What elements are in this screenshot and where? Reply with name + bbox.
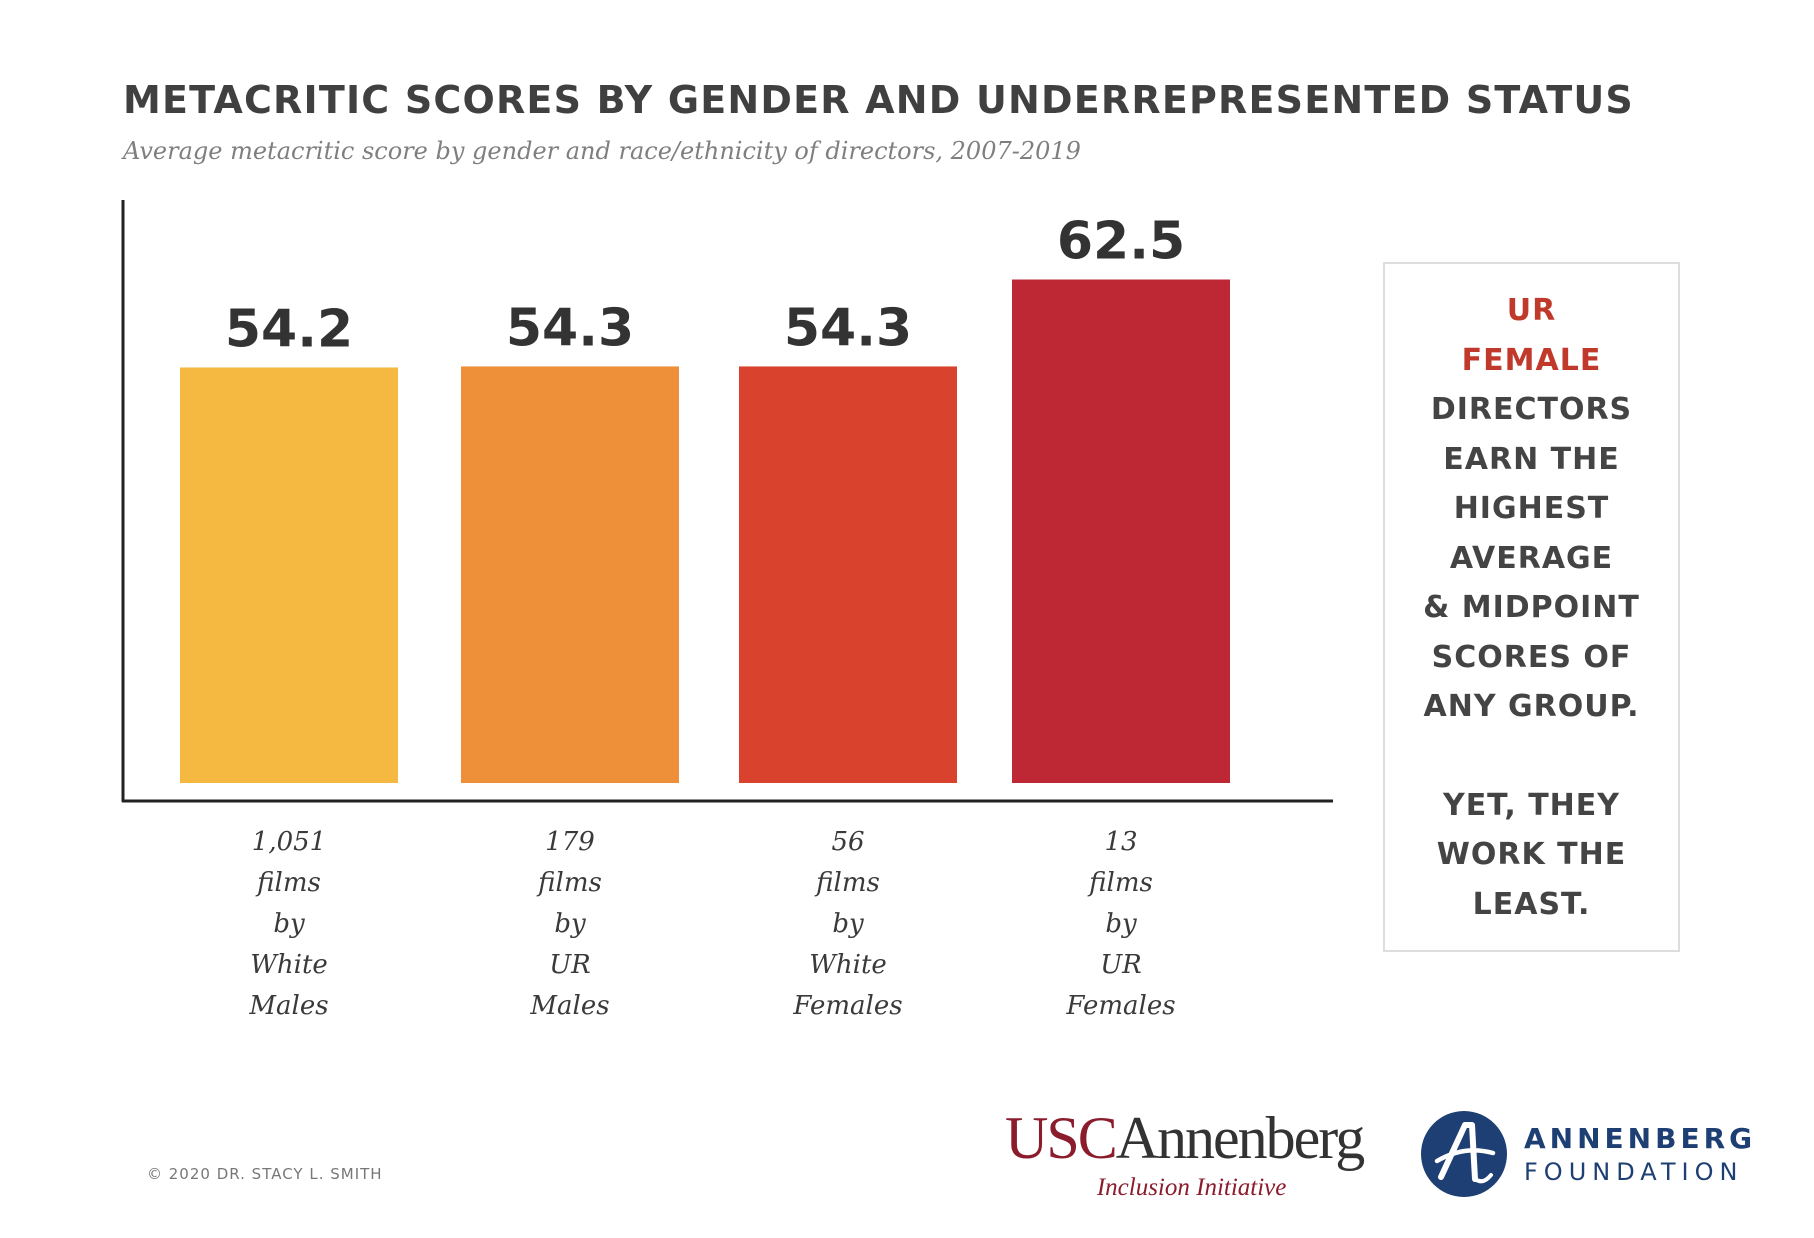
usc-annenberg-logo: USCAnnenberg Inclusion Initiative <box>1005 1105 1365 1202</box>
callout-line: & MIDPOINT <box>1423 590 1640 625</box>
category-label-line: Females <box>793 991 903 1021</box>
bar-value-label: 54.3 <box>506 298 634 358</box>
annenberg-logo-text: Annenberg <box>1115 1105 1365 1171</box>
category-label-line: Females <box>1066 991 1176 1021</box>
callout-line: YET, THEY <box>1442 787 1621 823</box>
callout-line: DIRECTORS <box>1430 392 1633 427</box>
chart-title: METACRITIC SCORES BY GENDER AND UNDERREP… <box>123 78 1634 122</box>
callout-line: WORK THE <box>1436 837 1627 872</box>
value-labels-group: 54.2 54.3 54.3 62.5 <box>225 212 1185 360</box>
chart-subtitle: Average metacritic score by gender and r… <box>123 137 1081 165</box>
callout-line: EARN THE <box>1443 441 1620 477</box>
callout-highlight-line: FEMALE <box>1461 342 1602 378</box>
category-label-line: by <box>554 909 586 939</box>
category-label-line: 56 <box>831 827 865 857</box>
category-label-line: by <box>1105 909 1137 939</box>
category-label-line: films <box>538 868 602 898</box>
category-label-line: UR <box>1100 950 1142 980</box>
annenberg-foundation-text: ANNENBERG FOUNDATION <box>1524 1122 1756 1188</box>
category-label-line: by <box>273 909 305 939</box>
bar-value-label: 62.5 <box>1057 212 1185 272</box>
bar-value-label: 54.3 <box>784 298 912 358</box>
callout-line: HIGHEST <box>1453 491 1610 526</box>
inclusion-initiative-text: Inclusion Initiative <box>1096 1174 1287 1201</box>
category-label-line: films <box>1089 868 1153 898</box>
category-label-line: by <box>832 909 864 939</box>
callout-line: ANY GROUP. <box>1423 689 1640 724</box>
category-label: 1,051 films by White Males <box>179 822 399 1027</box>
callout-line: SCORES OF <box>1431 639 1632 675</box>
category-label-line: 13 <box>1104 827 1138 857</box>
usc-logo-text: USC <box>1005 1105 1118 1171</box>
callout-box: UR FEMALE DIRECTORS EARN THE HIGHEST AVE… <box>1383 262 1680 952</box>
category-label: 13 films by UR Females <box>1011 822 1231 1027</box>
foundation-line-1: ANNENBERG <box>1524 1122 1757 1155</box>
copyright-text: © 2020 DR. STACY L. SMITH <box>147 1165 383 1183</box>
category-label-line: White <box>809 950 887 980</box>
category-label-line: films <box>816 868 880 898</box>
foundation-line-2: FOUNDATION <box>1524 1158 1744 1186</box>
category-label-line: White <box>250 950 328 980</box>
bars-group <box>180 279 1230 783</box>
callout-line: AVERAGE <box>1449 540 1614 576</box>
bar <box>1012 279 1230 783</box>
bar <box>739 366 957 783</box>
category-label-line: films <box>257 868 321 898</box>
bar-value-label: 54.2 <box>225 299 353 359</box>
category-label-line: Males <box>530 991 610 1021</box>
category-label-line: Males <box>249 991 329 1021</box>
bar <box>461 366 679 783</box>
category-label: 56 films by White Females <box>738 822 958 1027</box>
callout-highlight-line: UR <box>1506 293 1557 328</box>
category-label-line: 179 <box>545 827 595 857</box>
callout-line: LEAST. <box>1472 886 1591 922</box>
bar <box>180 367 398 783</box>
category-label: 179 films by UR Males <box>460 822 680 1027</box>
category-label-line: UR <box>549 950 591 980</box>
category-label-line: 1,051 <box>251 827 327 857</box>
annenberg-foundation-logo-icon <box>1421 1111 1507 1197</box>
